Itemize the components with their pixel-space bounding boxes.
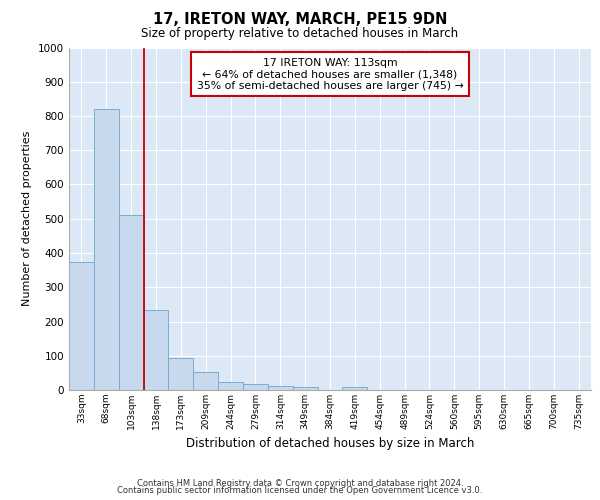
Text: Contains public sector information licensed under the Open Government Licence v3: Contains public sector information licen… (118, 486, 482, 495)
Bar (94, 109, 119, 390)
Bar (193, 372, 218, 390)
Text: Contains HM Land Registry data © Crown copyright and database right 2024.: Contains HM Land Registry data © Crown c… (137, 478, 463, 488)
Bar (119, 216, 143, 390)
Bar (218, 382, 243, 390)
Text: 17, IRETON WAY, MARCH, PE15 9DN: 17, IRETON WAY, MARCH, PE15 9DN (153, 12, 447, 28)
Bar (69, 262, 94, 390)
Text: 17 IRETON WAY: 113sqm
← 64% of detached houses are smaller (1,348)
35% of semi-d: 17 IRETON WAY: 113sqm ← 64% of detached … (197, 58, 463, 91)
Bar (143, 310, 169, 390)
Bar (169, 358, 193, 390)
Text: Size of property relative to detached houses in March: Size of property relative to detached ho… (142, 28, 458, 40)
Y-axis label: Number of detached properties: Number of detached properties (22, 131, 32, 306)
X-axis label: Distribution of detached houses by size in March: Distribution of detached houses by size … (186, 438, 474, 450)
Bar (268, 386, 293, 390)
Bar (243, 384, 268, 390)
Bar (293, 386, 317, 390)
Bar (343, 386, 367, 390)
